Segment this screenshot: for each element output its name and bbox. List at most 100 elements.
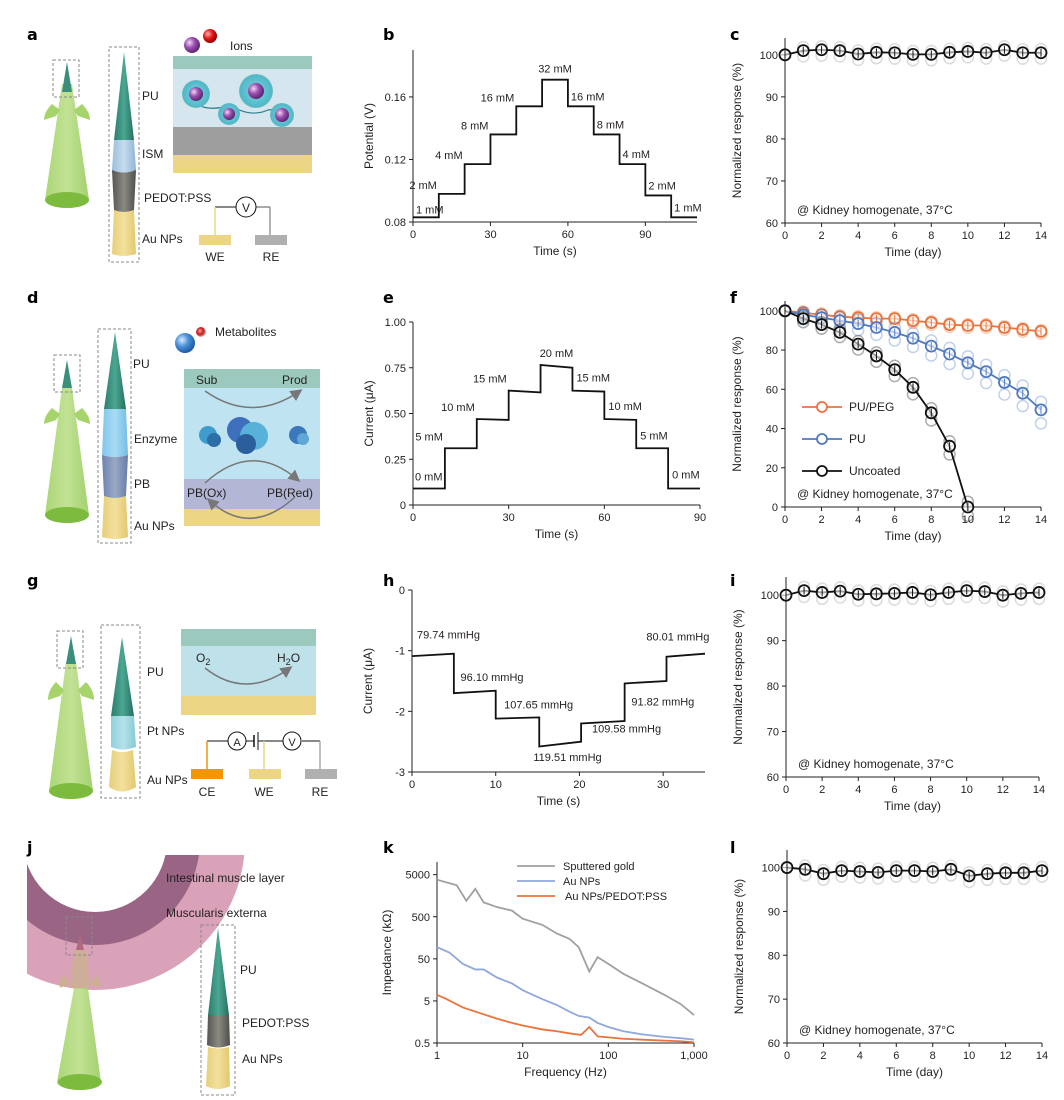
panel-label-k: k bbox=[383, 838, 394, 857]
series-uncoated bbox=[778, 304, 975, 523]
chart-h: 0 10 20 30 -3 -2 -1 0 Time (s) Current (μA) 79.74 … bbox=[361, 585, 709, 808]
panel-label-h: h bbox=[383, 571, 394, 590]
step-label: 109.58 mmHg bbox=[592, 724, 661, 736]
y-tick-label: 0.75 bbox=[385, 363, 406, 375]
layer-label-ism: ISM bbox=[142, 147, 163, 161]
x-tick-label: 12 bbox=[998, 514, 1010, 526]
step-label: 91.82 mmHg bbox=[631, 696, 694, 708]
x-tick-label: 20 bbox=[573, 779, 585, 791]
microneedle-icon bbox=[44, 59, 90, 208]
step-label: 1 mM bbox=[416, 204, 444, 216]
x-tick-label: 0 bbox=[784, 1050, 790, 1062]
tissue-label-intestinal-muscle: Intestinal muscle layer bbox=[166, 871, 285, 885]
x-tick-label: 100 bbox=[599, 1050, 617, 1062]
layer-label-pt: Pt NPs bbox=[147, 724, 184, 738]
panel-g: PU Pt NPs Au NPs O2 H2O A V bbox=[48, 624, 337, 799]
x-axis-label: Frequency (Hz) bbox=[524, 1065, 607, 1079]
trace-line bbox=[411, 652, 706, 748]
x-tick-label: 60 bbox=[562, 229, 574, 241]
x-tick-label: 4 bbox=[857, 1050, 863, 1062]
panel-label-f: f bbox=[730, 288, 738, 307]
h2o-label: H2O bbox=[277, 651, 300, 667]
y-tick-label: 0.08 bbox=[385, 217, 406, 229]
x-tick-label: 1,000 bbox=[680, 1050, 708, 1062]
amperometric-circuit bbox=[191, 731, 337, 779]
x-tick-label: 10 bbox=[517, 1050, 529, 1062]
condition-annotation: @ Kidney homogenate, 37°C bbox=[798, 757, 954, 771]
layer-label-enzyme: Enzyme bbox=[134, 432, 178, 446]
pb-ox-label: PB(Ox) bbox=[187, 486, 226, 500]
x-tick-label: 0 bbox=[782, 514, 788, 526]
step-label: 4 mM bbox=[435, 150, 463, 162]
x-tick-label: 14 bbox=[1035, 230, 1047, 242]
substrate-label: Sub bbox=[196, 373, 218, 387]
chart-f: 0 2 4 6 8 10 12 14 0 20 40 60 80 100 Time (day) Normali… bbox=[730, 301, 1048, 543]
step-label: 4 mM bbox=[623, 149, 651, 161]
legend-label: PU bbox=[849, 432, 866, 446]
ion-red-icon bbox=[203, 29, 217, 43]
series-line-sputtered-gold bbox=[436, 878, 695, 1016]
metabolites-legend-label: Metabolites bbox=[215, 325, 276, 339]
x-tick-label: 90 bbox=[694, 512, 706, 524]
x-tick-label: 8 bbox=[928, 514, 934, 526]
x-tick-label: 10 bbox=[961, 784, 973, 796]
x-tick-label: 30 bbox=[484, 229, 496, 241]
panel-a: PU ISM PEDOT:PSS Au NPs Ions bbox=[44, 29, 312, 264]
y-tick-label: 80 bbox=[766, 134, 778, 146]
condition-annotation: @ Kidney homogenate, 37°C bbox=[797, 203, 953, 217]
layer-label-pb: PB bbox=[134, 477, 150, 491]
y-tick-label: 50 bbox=[418, 954, 430, 966]
y-tick-label: 60 bbox=[766, 384, 778, 396]
y-tick-label: 0 bbox=[400, 500, 406, 512]
chart-l: 0 2 4 6 8 10 12 14 60 70 80 90 100 Time (day) Normaliz… bbox=[732, 850, 1049, 1079]
metabolite-red-icon bbox=[196, 327, 206, 337]
step-label: 0 mM bbox=[672, 470, 700, 482]
series-line-au-nps bbox=[436, 946, 695, 1041]
microneedle-icon bbox=[57, 916, 102, 1090]
step-label: 8 mM bbox=[597, 119, 625, 131]
layer-label-au: Au NPs bbox=[134, 519, 175, 533]
layer-stack-a bbox=[108, 46, 140, 263]
y-tick-label: 0.25 bbox=[385, 454, 406, 466]
y-tick-label: 90 bbox=[766, 92, 778, 104]
y-tick-label: 40 bbox=[766, 424, 778, 436]
ion-purple-icon bbox=[184, 37, 200, 53]
x-tick-label: 30 bbox=[503, 512, 515, 524]
x-tick-label: 6 bbox=[891, 784, 897, 796]
x-tick-label: 8 bbox=[928, 784, 934, 796]
legend-label: Au NPs bbox=[563, 876, 601, 888]
y-tick-label: 100 bbox=[762, 863, 780, 875]
panel-labels: a b c d e f g h i j k l bbox=[26, 25, 739, 857]
legend: PU/PEG PU Uncoated bbox=[802, 400, 900, 478]
panel-label-a: a bbox=[27, 25, 38, 44]
legend-marker bbox=[816, 433, 828, 445]
panel-j: Intestinal muscle layer Muscularis exter… bbox=[27, 855, 309, 1096]
step-label: 79.74 mmHg bbox=[417, 630, 480, 642]
voltmeter-icon bbox=[235, 196, 257, 218]
ammeter-label: A bbox=[233, 737, 241, 749]
step-label: 2 mM bbox=[648, 180, 676, 192]
y-tick-label: 60 bbox=[768, 1038, 780, 1050]
condition-annotation: @ Kidney homogenate, 37°C bbox=[799, 1023, 955, 1037]
step-label: 15 mM bbox=[576, 373, 610, 385]
y-tick-label: 70 bbox=[766, 176, 778, 188]
y-tick-label: -2 bbox=[395, 706, 405, 718]
y-tick-label: 70 bbox=[768, 994, 780, 1006]
series-response bbox=[780, 859, 1049, 889]
step-label: 10 mM bbox=[608, 401, 642, 413]
x-tick-label: 14 bbox=[1033, 784, 1045, 796]
y-axis-label: Normalized response (%) bbox=[730, 336, 744, 471]
x-axis-label: Time (s) bbox=[533, 244, 577, 258]
layer-label-au: Au NPs bbox=[142, 232, 183, 246]
trace-line bbox=[413, 364, 700, 490]
electrode-label-re: RE bbox=[312, 785, 329, 799]
x-axis-label: Time (day) bbox=[886, 1065, 943, 1079]
y-tick-label: 0.16 bbox=[385, 92, 406, 104]
panel-label-e: e bbox=[383, 288, 394, 307]
series-response bbox=[779, 580, 1046, 608]
x-axis-label: Time (day) bbox=[885, 529, 942, 543]
chart-i: 0 2 4 6 8 10 12 14 60 70 80 90 100 Time (day) Normaliz… bbox=[731, 577, 1046, 813]
step-label: 80.01 mmHg bbox=[646, 631, 709, 643]
x-tick-label: 10 bbox=[962, 230, 974, 242]
x-tick-label: 4 bbox=[855, 230, 861, 242]
